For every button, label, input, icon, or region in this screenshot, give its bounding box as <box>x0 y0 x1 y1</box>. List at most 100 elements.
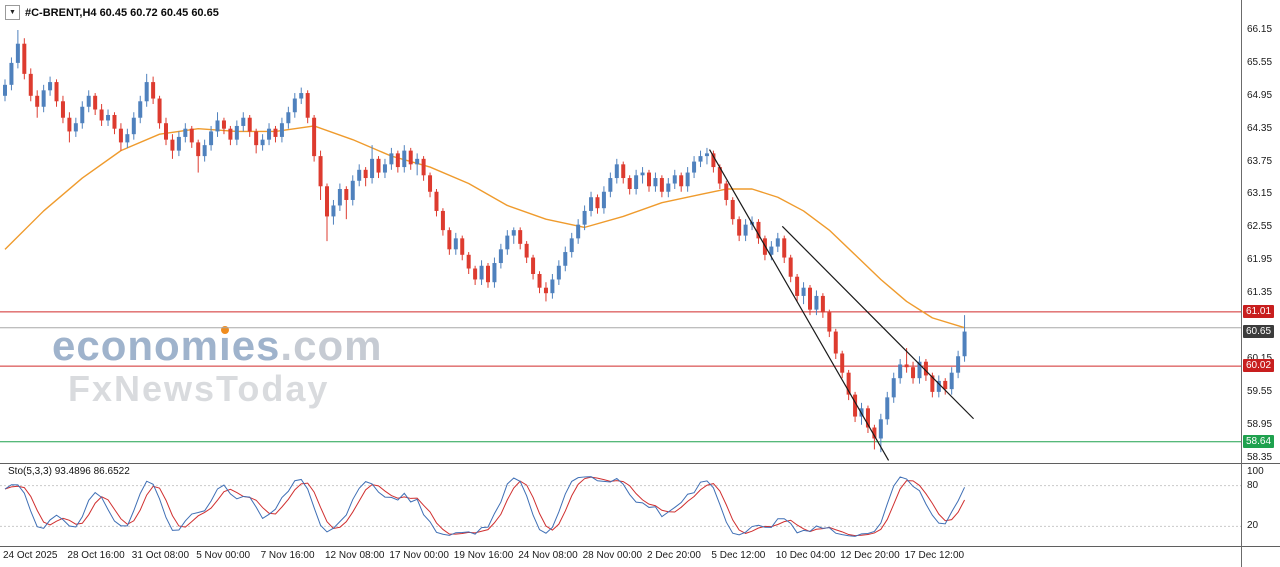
candle-body <box>434 191 439 211</box>
candle-body <box>756 221 761 239</box>
watermark-line1: economı es.com <box>52 322 382 369</box>
candle-body <box>730 199 735 220</box>
time-axis[interactable]: 24 Oct 2025 28 Oct 16:00 31 Oct 08:00 5 Nov… <box>0 550 1241 566</box>
trendline <box>781 225 975 420</box>
stochastic-signal-line <box>4 476 966 537</box>
candle-body <box>505 235 510 250</box>
candle-body <box>151 82 156 99</box>
candle-body <box>743 224 748 236</box>
candle-body <box>853 394 858 417</box>
candle-body <box>518 230 523 244</box>
price-axis-label: 61.95 <box>1247 254 1273 266</box>
price-badge: 60.02 <box>1243 359 1275 373</box>
candle-body <box>86 95 91 107</box>
candle-body <box>878 419 883 439</box>
candle-body <box>962 331 967 357</box>
candle-body <box>408 150 413 165</box>
candle-body <box>28 73 33 96</box>
time-axis-label: 5 Dec 12:00 <box>711 550 766 561</box>
time-axis-label: 2 Dec 20:00 <box>647 550 701 561</box>
price-axis-label: 64.35 <box>1247 122 1273 134</box>
candle-body <box>460 238 465 255</box>
watermark-orange-dot <box>221 326 230 334</box>
candle-body <box>865 408 870 428</box>
time-axis-label: 7 Nov 16:00 <box>260 550 315 561</box>
price-badge: 58.64 <box>1243 434 1275 448</box>
candle-body <box>904 364 909 368</box>
candle-body <box>234 125 239 140</box>
time-axis-label: 17 Nov 00:00 <box>389 550 449 561</box>
time-axis-label: 31 Oct 08:00 <box>131 550 190 561</box>
candle-body <box>537 273 542 288</box>
candle-body <box>498 249 503 264</box>
candle-body <box>273 128 278 137</box>
candle-body <box>267 128 272 140</box>
candle-body <box>395 153 400 168</box>
candle-body <box>67 117 72 132</box>
price-axis-label: 63.15 <box>1247 188 1273 200</box>
candle-body <box>589 197 594 211</box>
watermark-brand-text: economı es <box>52 322 281 369</box>
candle-body <box>382 164 387 173</box>
time-axis-label: 12 Nov 08:00 <box>325 550 385 561</box>
moving-average-line <box>4 125 965 329</box>
candle-body <box>428 175 433 192</box>
price-axis-label: 59.55 <box>1247 385 1273 397</box>
candle-body <box>106 114 111 121</box>
candle-body <box>112 114 117 129</box>
candle-body <box>898 364 903 379</box>
time-axis-label: 24 Nov 08:00 <box>518 550 578 561</box>
candle-body <box>911 367 916 379</box>
price-axis-label: 58.35 <box>1247 451 1273 463</box>
symbol-dropdown-button[interactable]: ▼ <box>5 5 20 20</box>
price-badge: 61.01 <box>1243 304 1275 318</box>
candle-body <box>318 156 323 187</box>
candle-body <box>698 156 703 162</box>
chevron-down-icon: ▼ <box>9 9 16 16</box>
price-axis-label: 58.95 <box>1247 418 1273 430</box>
candle-body <box>9 62 14 85</box>
candle-body <box>344 189 349 200</box>
candle-body <box>788 257 793 277</box>
candle-body <box>363 169 368 179</box>
candle-body <box>737 219 742 236</box>
candle-body <box>614 164 619 179</box>
candle-body <box>93 95 98 110</box>
price-axis-label: 60.15 <box>1247 353 1272 365</box>
candle-body <box>524 243 529 258</box>
candle-body <box>35 95 40 107</box>
candle-body <box>724 183 729 200</box>
time-axis-label: 17 Dec 12:00 <box>904 550 965 561</box>
candle-body <box>634 175 639 190</box>
candle-body <box>692 161 697 173</box>
candle-body <box>601 191 606 209</box>
candle-body <box>331 205 336 217</box>
candle-body <box>679 175 684 187</box>
candle-body <box>820 295 825 313</box>
candle-body <box>170 139 175 151</box>
candle-body <box>621 164 626 179</box>
candle-body <box>672 175 677 184</box>
candle-body <box>582 210 587 225</box>
candle-body <box>647 172 651 187</box>
candle-body <box>666 183 671 192</box>
candle-body <box>711 153 716 168</box>
price-axis[interactable]: 66.15 65.55 64.95 64.35 63.75 63.15 62.55 61.95… <box>1241 0 1280 567</box>
candle-body <box>196 142 201 157</box>
time-axis-label: 19 Nov 16:00 <box>453 550 514 561</box>
candle-body <box>885 397 890 420</box>
candle-body <box>563 252 568 266</box>
candle-body <box>41 90 46 107</box>
candle-body <box>453 238 458 250</box>
watermark: economı es.com FxNewsToday <box>52 322 382 408</box>
candle-body <box>936 380 941 392</box>
price-axis-label: 63.75 <box>1247 155 1273 167</box>
candle-body <box>556 265 561 280</box>
candle-body <box>956 356 961 373</box>
price-axis-label: 66.15 <box>1247 24 1273 35</box>
candle-body <box>3 84 7 96</box>
candle-body <box>99 109 104 121</box>
candle-body <box>576 224 581 239</box>
time-axis-label: 24 Oct 2025 <box>3 550 58 561</box>
